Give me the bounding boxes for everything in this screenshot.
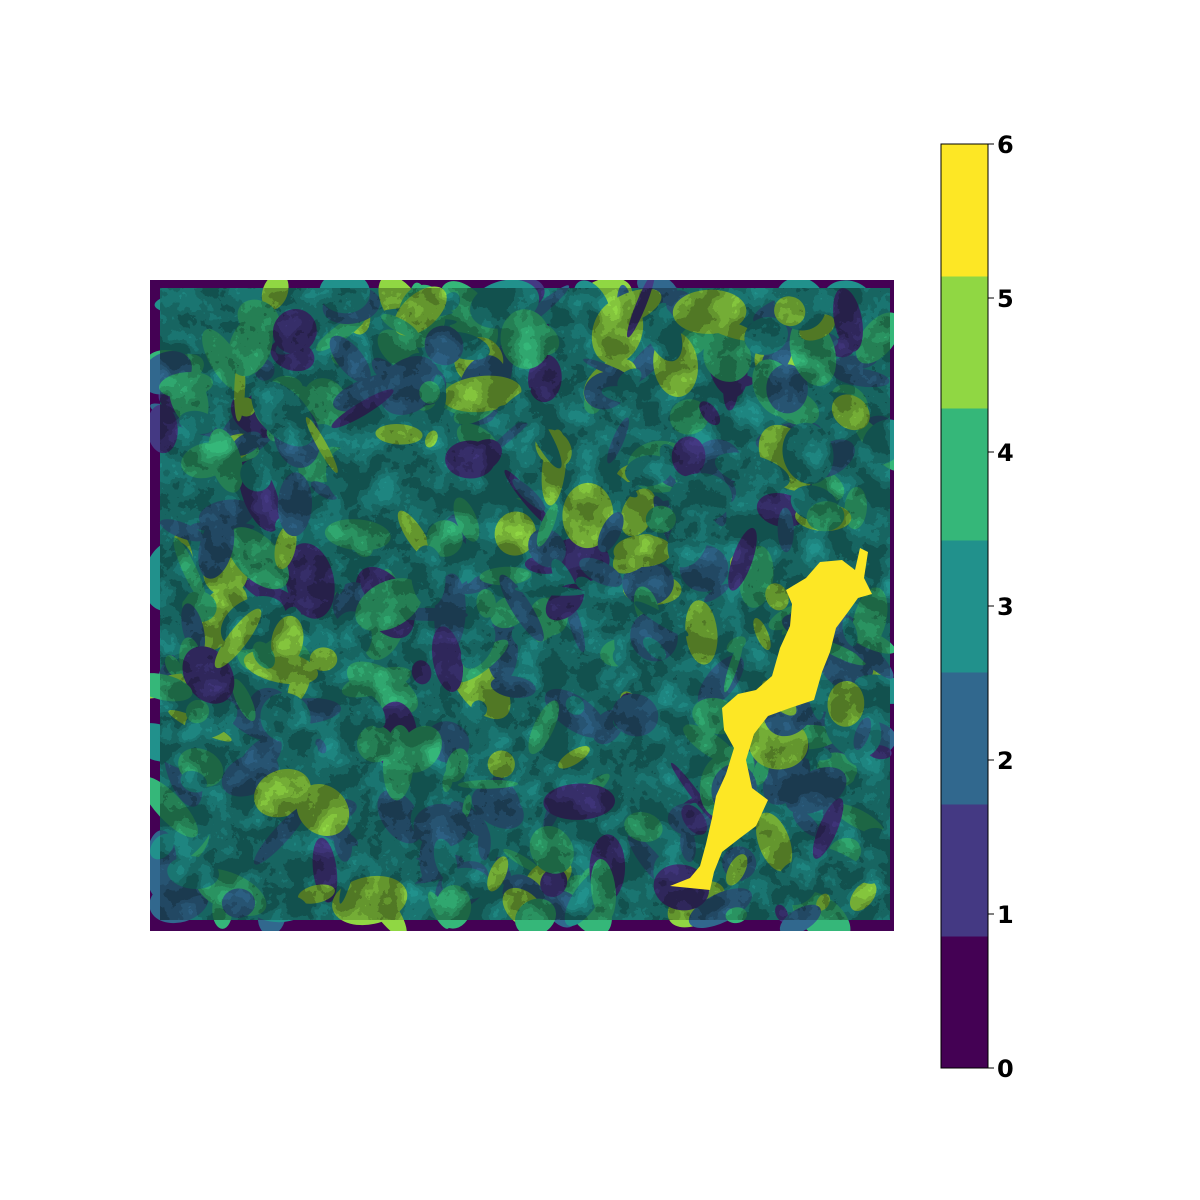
colorbar-swatch-class-4 — [941, 408, 988, 541]
raster-texture — [160, 288, 890, 920]
colorbar-tick-label: 6 — [997, 131, 1014, 159]
colorbar: 0 1 2 3 4 5 6 — [940, 131, 1014, 1083]
colorbar-swatch-class-1 — [941, 804, 988, 937]
colorbar-ticks: 0 1 2 3 4 5 6 — [988, 131, 1014, 1083]
colorbar-tick-label: 2 — [997, 747, 1014, 775]
colorbar-tick-label: 3 — [997, 593, 1014, 621]
colorbar-tick-label: 5 — [997, 285, 1014, 313]
colorbar-swatch-class-6 — [941, 144, 988, 277]
colorbar-tick-label: 0 — [997, 1055, 1014, 1083]
colorbar-swatches — [941, 144, 988, 1069]
colorbar-swatch-class-3 — [941, 540, 988, 673]
colorbar-swatch-class-0 — [941, 936, 988, 1069]
colorbar-swatch-class-2 — [941, 672, 988, 805]
colorbar-tick-label: 1 — [997, 901, 1014, 929]
lake-feature — [670, 548, 872, 890]
colorbar-swatch-class-5 — [941, 276, 988, 409]
classified-raster-map — [150, 280, 894, 931]
colorbar-tick-label: 4 — [997, 439, 1014, 467]
